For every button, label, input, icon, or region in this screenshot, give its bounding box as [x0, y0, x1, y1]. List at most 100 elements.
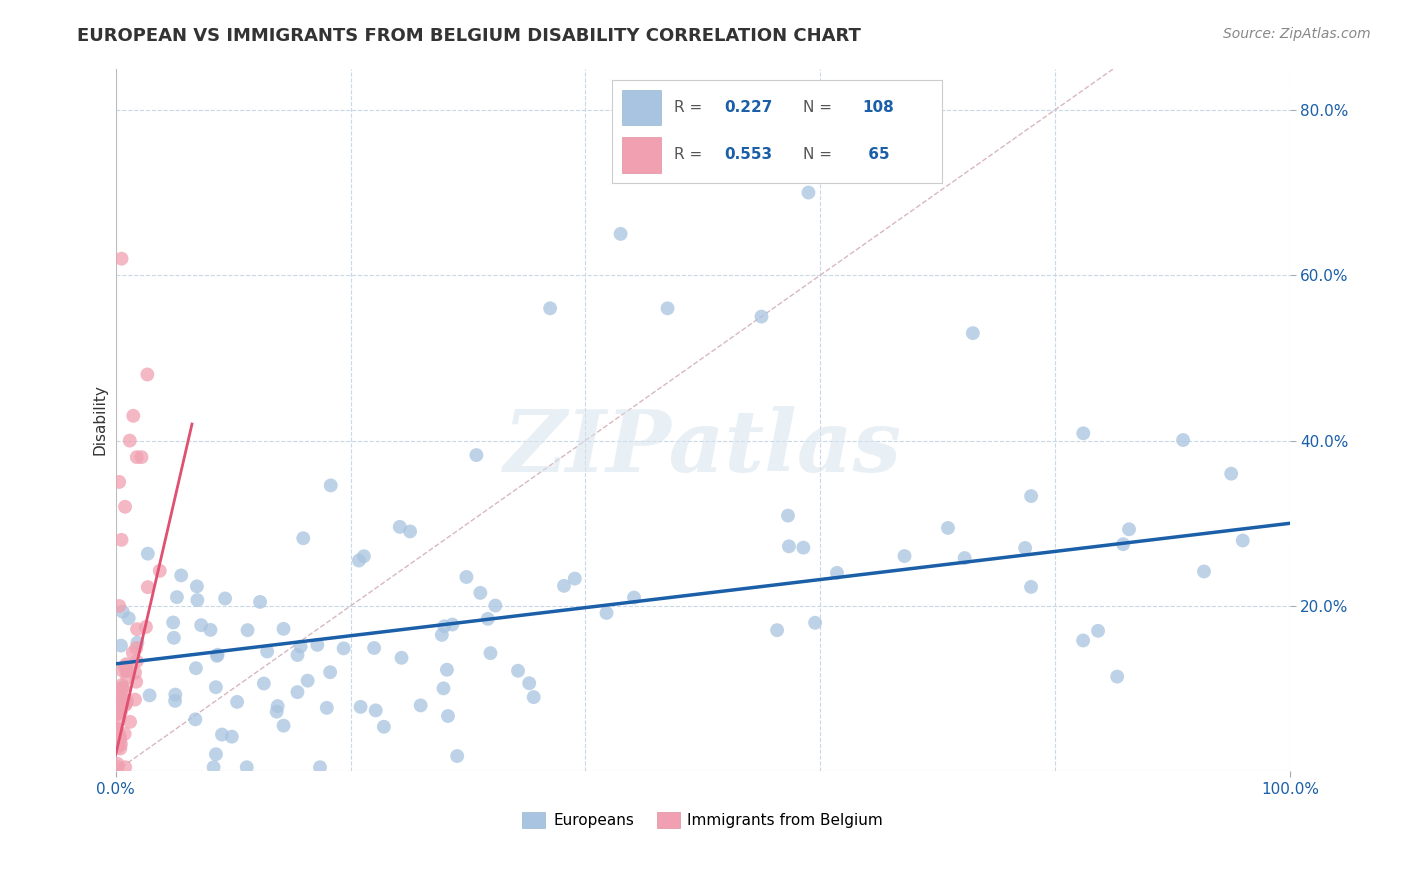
Point — [776, 508, 799, 523]
Point — [1014, 541, 1036, 555]
Point — [162, 615, 184, 630]
Point — [307, 638, 329, 652]
Text: 0.553: 0.553 — [724, 147, 772, 162]
Text: 65: 65 — [863, 147, 890, 162]
Point — [135, 620, 157, 634]
Point — [1087, 624, 1109, 638]
Point — [104, 706, 127, 721]
Point — [315, 701, 337, 715]
Point — [125, 622, 148, 636]
Point — [1107, 670, 1129, 684]
Point — [347, 553, 370, 567]
Point — [111, 664, 134, 678]
Point — [436, 663, 458, 677]
Point — [184, 661, 207, 675]
Point — [609, 227, 631, 241]
Point — [825, 566, 848, 580]
Point — [105, 733, 128, 747]
Point — [433, 619, 456, 633]
Point — [107, 700, 129, 714]
Point — [114, 500, 136, 514]
Point — [751, 310, 773, 324]
Point — [214, 591, 236, 606]
Text: 0.227: 0.227 — [724, 100, 772, 115]
Text: 108: 108 — [863, 100, 894, 115]
Point — [465, 448, 488, 462]
Point — [373, 720, 395, 734]
Point — [105, 721, 128, 735]
Point — [108, 698, 131, 713]
Point — [778, 539, 800, 553]
Point — [111, 681, 134, 696]
Point — [114, 727, 136, 741]
Point — [114, 698, 136, 712]
Point — [332, 641, 354, 656]
Point — [391, 650, 413, 665]
Point — [114, 697, 136, 711]
Point — [595, 606, 617, 620]
Point — [657, 301, 679, 316]
Text: R =: R = — [675, 147, 707, 162]
Point — [111, 681, 134, 695]
Point — [105, 706, 128, 721]
Point — [105, 706, 128, 721]
Point — [766, 623, 789, 637]
Point — [111, 690, 134, 705]
Point — [1232, 533, 1254, 548]
Point — [202, 760, 225, 774]
Point — [120, 714, 142, 729]
Point — [107, 693, 129, 707]
Point — [118, 434, 141, 448]
Point — [186, 593, 208, 607]
Point — [111, 605, 134, 619]
Point — [105, 736, 128, 750]
Point — [1112, 537, 1135, 551]
Point — [1019, 580, 1042, 594]
Point — [125, 654, 148, 668]
Point — [115, 657, 138, 672]
Point — [165, 694, 187, 708]
Point — [114, 694, 136, 708]
Point — [124, 692, 146, 706]
Point — [110, 741, 132, 756]
Point — [273, 719, 295, 733]
Point — [108, 729, 131, 743]
Point — [349, 699, 371, 714]
Point — [105, 723, 128, 737]
Point — [138, 689, 160, 703]
Point — [221, 730, 243, 744]
Point — [256, 644, 278, 658]
Point — [266, 699, 288, 714]
Point — [110, 737, 132, 751]
Point — [1220, 467, 1243, 481]
Point — [122, 409, 145, 423]
Point — [287, 685, 309, 699]
Point — [108, 712, 131, 726]
Point — [127, 635, 149, 649]
Point — [479, 646, 502, 660]
Point — [1071, 426, 1094, 441]
Point — [409, 698, 432, 713]
Point — [388, 520, 411, 534]
Point — [292, 531, 315, 545]
Point — [190, 618, 212, 632]
Point — [236, 760, 259, 774]
Point — [108, 733, 131, 747]
Point — [523, 690, 546, 705]
Point — [149, 564, 172, 578]
Point — [804, 615, 827, 630]
Point — [441, 617, 464, 632]
Point — [623, 591, 645, 605]
Bar — [621, 89, 661, 126]
Point — [1118, 522, 1140, 536]
Text: Source: ZipAtlas.com: Source: ZipAtlas.com — [1223, 27, 1371, 41]
Point — [205, 680, 228, 694]
Point — [399, 524, 422, 539]
Point — [353, 549, 375, 564]
Point — [107, 688, 129, 702]
Point — [105, 692, 128, 706]
Point — [170, 568, 193, 582]
Point — [364, 703, 387, 717]
Legend: Europeans, Immigrants from Belgium: Europeans, Immigrants from Belgium — [516, 805, 889, 834]
Point — [319, 665, 342, 680]
